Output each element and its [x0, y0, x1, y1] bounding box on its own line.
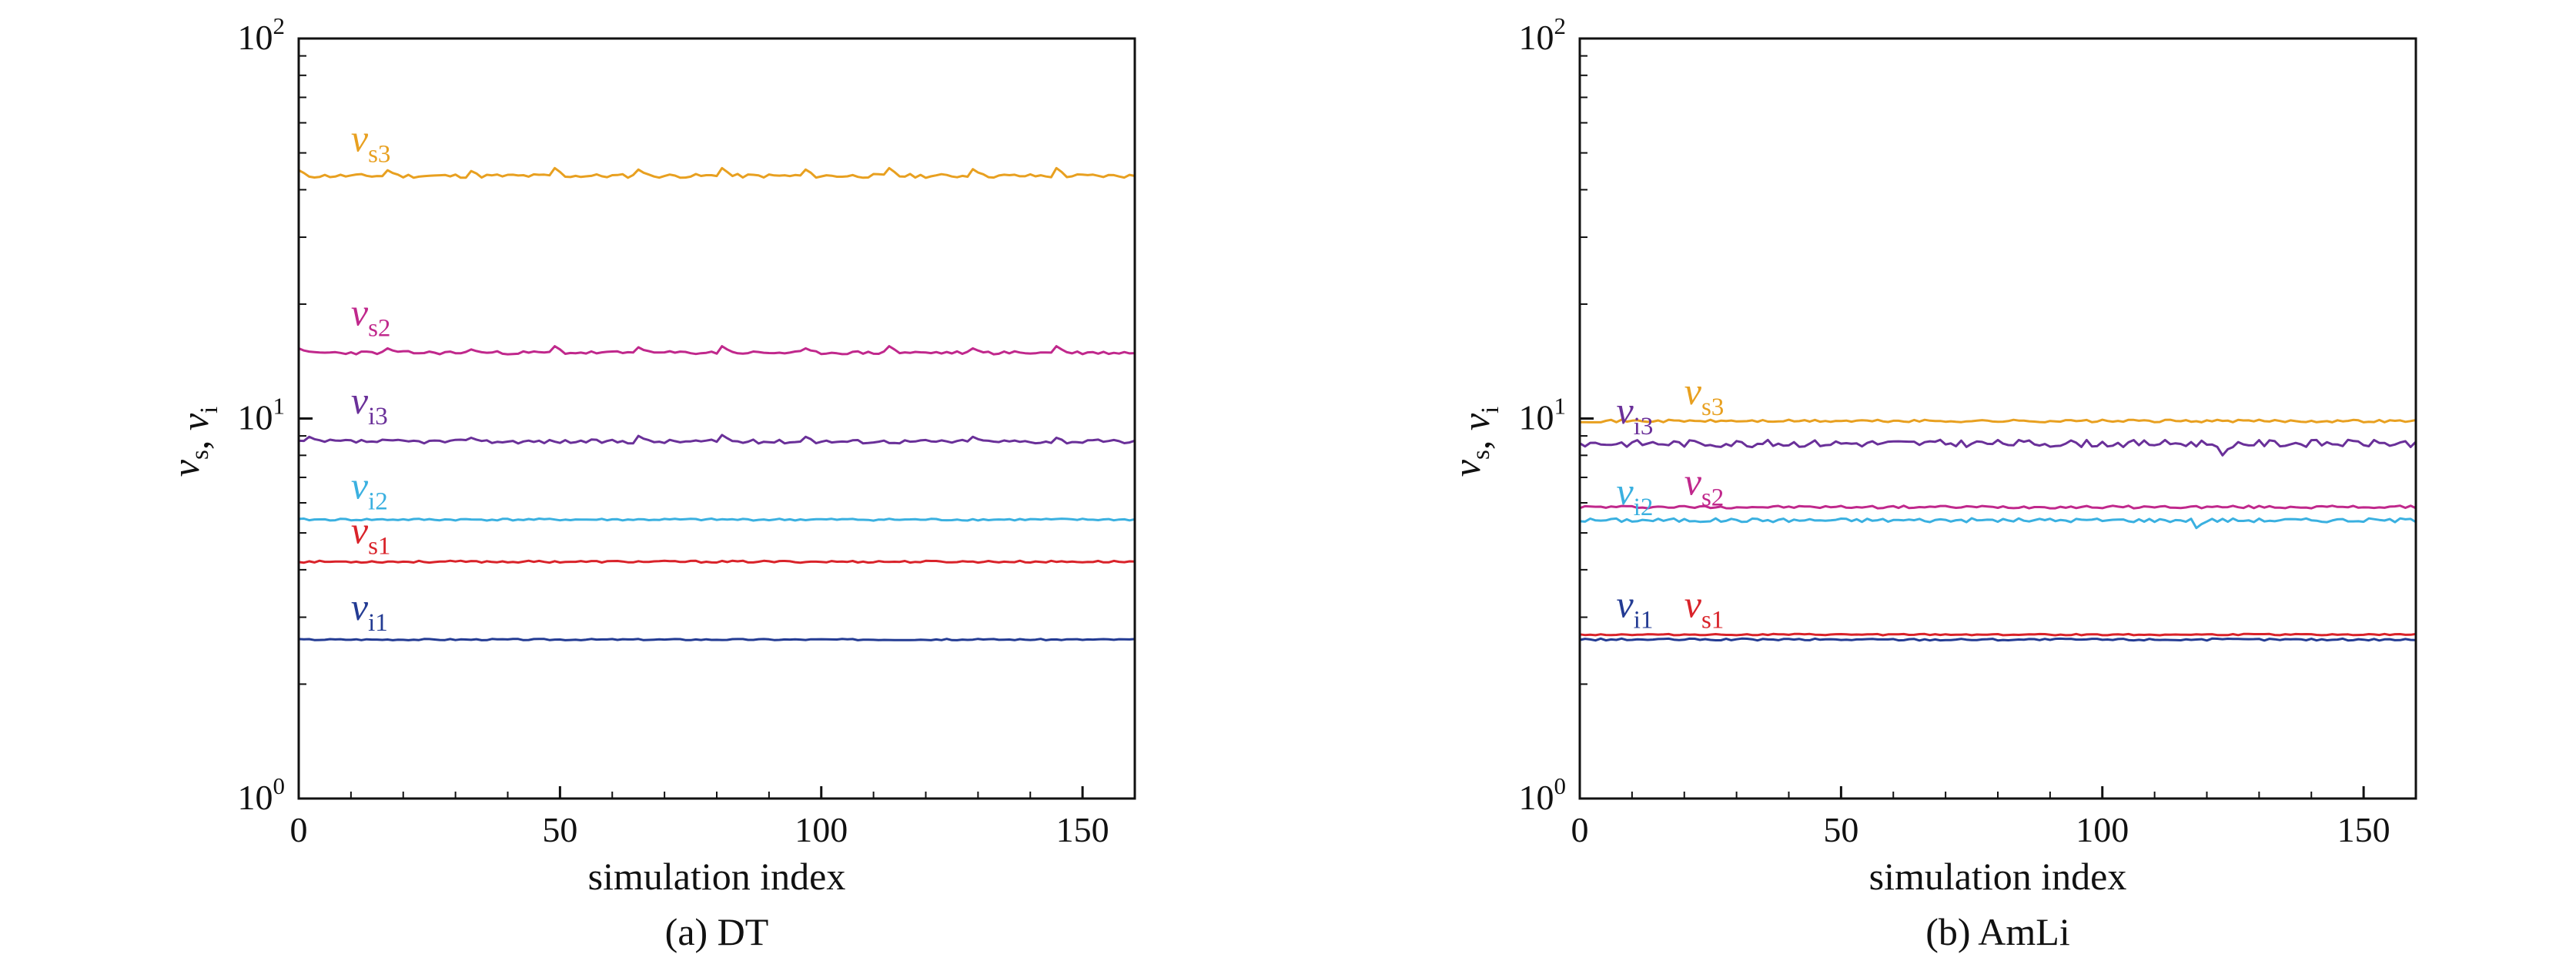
x-axis-title: simulation index: [1869, 855, 2127, 898]
series-label-vi1: vi1: [351, 585, 388, 637]
x-tick-label: 100: [795, 810, 848, 849]
series-label-vs1: vs1: [1684, 583, 1725, 635]
x-tick-label: 0: [1571, 810, 1589, 849]
series-label-vs1: vs1: [351, 508, 391, 560]
x-tick-label: 50: [1823, 810, 1858, 849]
series-line-vi2: [298, 517, 1136, 522]
y-tick-label: 100: [238, 772, 286, 817]
series-line-vs2: [1579, 504, 2417, 510]
series-label-vi2: vi2: [1617, 470, 1654, 521]
series-line-vs2: [298, 345, 1136, 356]
series-line-vi1: [298, 638, 1136, 641]
y-axis-title: vs, vi: [1445, 407, 1504, 477]
series-label-vi2: vi2: [351, 464, 388, 516]
series-label-vs3: vs3: [1684, 370, 1725, 421]
y-axis-title: vs, vi: [164, 407, 223, 477]
series-line-vs1: [298, 559, 1136, 564]
series-label-vi3: vi3: [351, 379, 388, 430]
y-tick-label: 101: [238, 393, 286, 437]
x-tick-label: 50: [542, 810, 577, 849]
panel-caption: (b) AmLi: [1925, 910, 2069, 953]
x-tick-label: 0: [290, 810, 308, 849]
chart-panel-2: vs3 vi3 vs2 vi2 vs1 vi1 0 50 100 150 100 101 102 simu…: [1445, 12, 2417, 953]
series-line-vi3: [298, 434, 1136, 445]
series-line-vs1: [1579, 632, 2417, 637]
series-label-vs3: vs3: [351, 116, 391, 168]
series-label-vi3: vi3: [1617, 389, 1654, 440]
plot-frame: [297, 37, 1136, 800]
x-tick-label: 100: [2076, 810, 2129, 849]
series-group: [1579, 418, 2417, 642]
series-line-vs3: [298, 166, 1136, 179]
x-axis-title: simulation index: [588, 855, 846, 898]
series-line-vi2: [1579, 517, 2417, 530]
y-tick-label: 102: [1519, 12, 1567, 57]
panel-caption: (a) DT: [665, 910, 769, 953]
series-line-vi3: [1579, 438, 2417, 457]
x-tick-label: 150: [1056, 810, 1109, 849]
series-line-vs3: [1580, 418, 2417, 424]
series-label-vs2: vs2: [1684, 460, 1725, 512]
y-tick-label: 102: [238, 12, 286, 57]
x-tick-label: 150: [2337, 810, 2390, 849]
series-line-vi1: [1579, 637, 2417, 642]
y-tick-label: 100: [1519, 772, 1567, 817]
series-label-vs2: vs2: [351, 290, 391, 342]
y-tick-label: 101: [1519, 393, 1567, 437]
series-group: [298, 166, 1136, 641]
series-label-vi1: vi1: [1617, 583, 1654, 635]
